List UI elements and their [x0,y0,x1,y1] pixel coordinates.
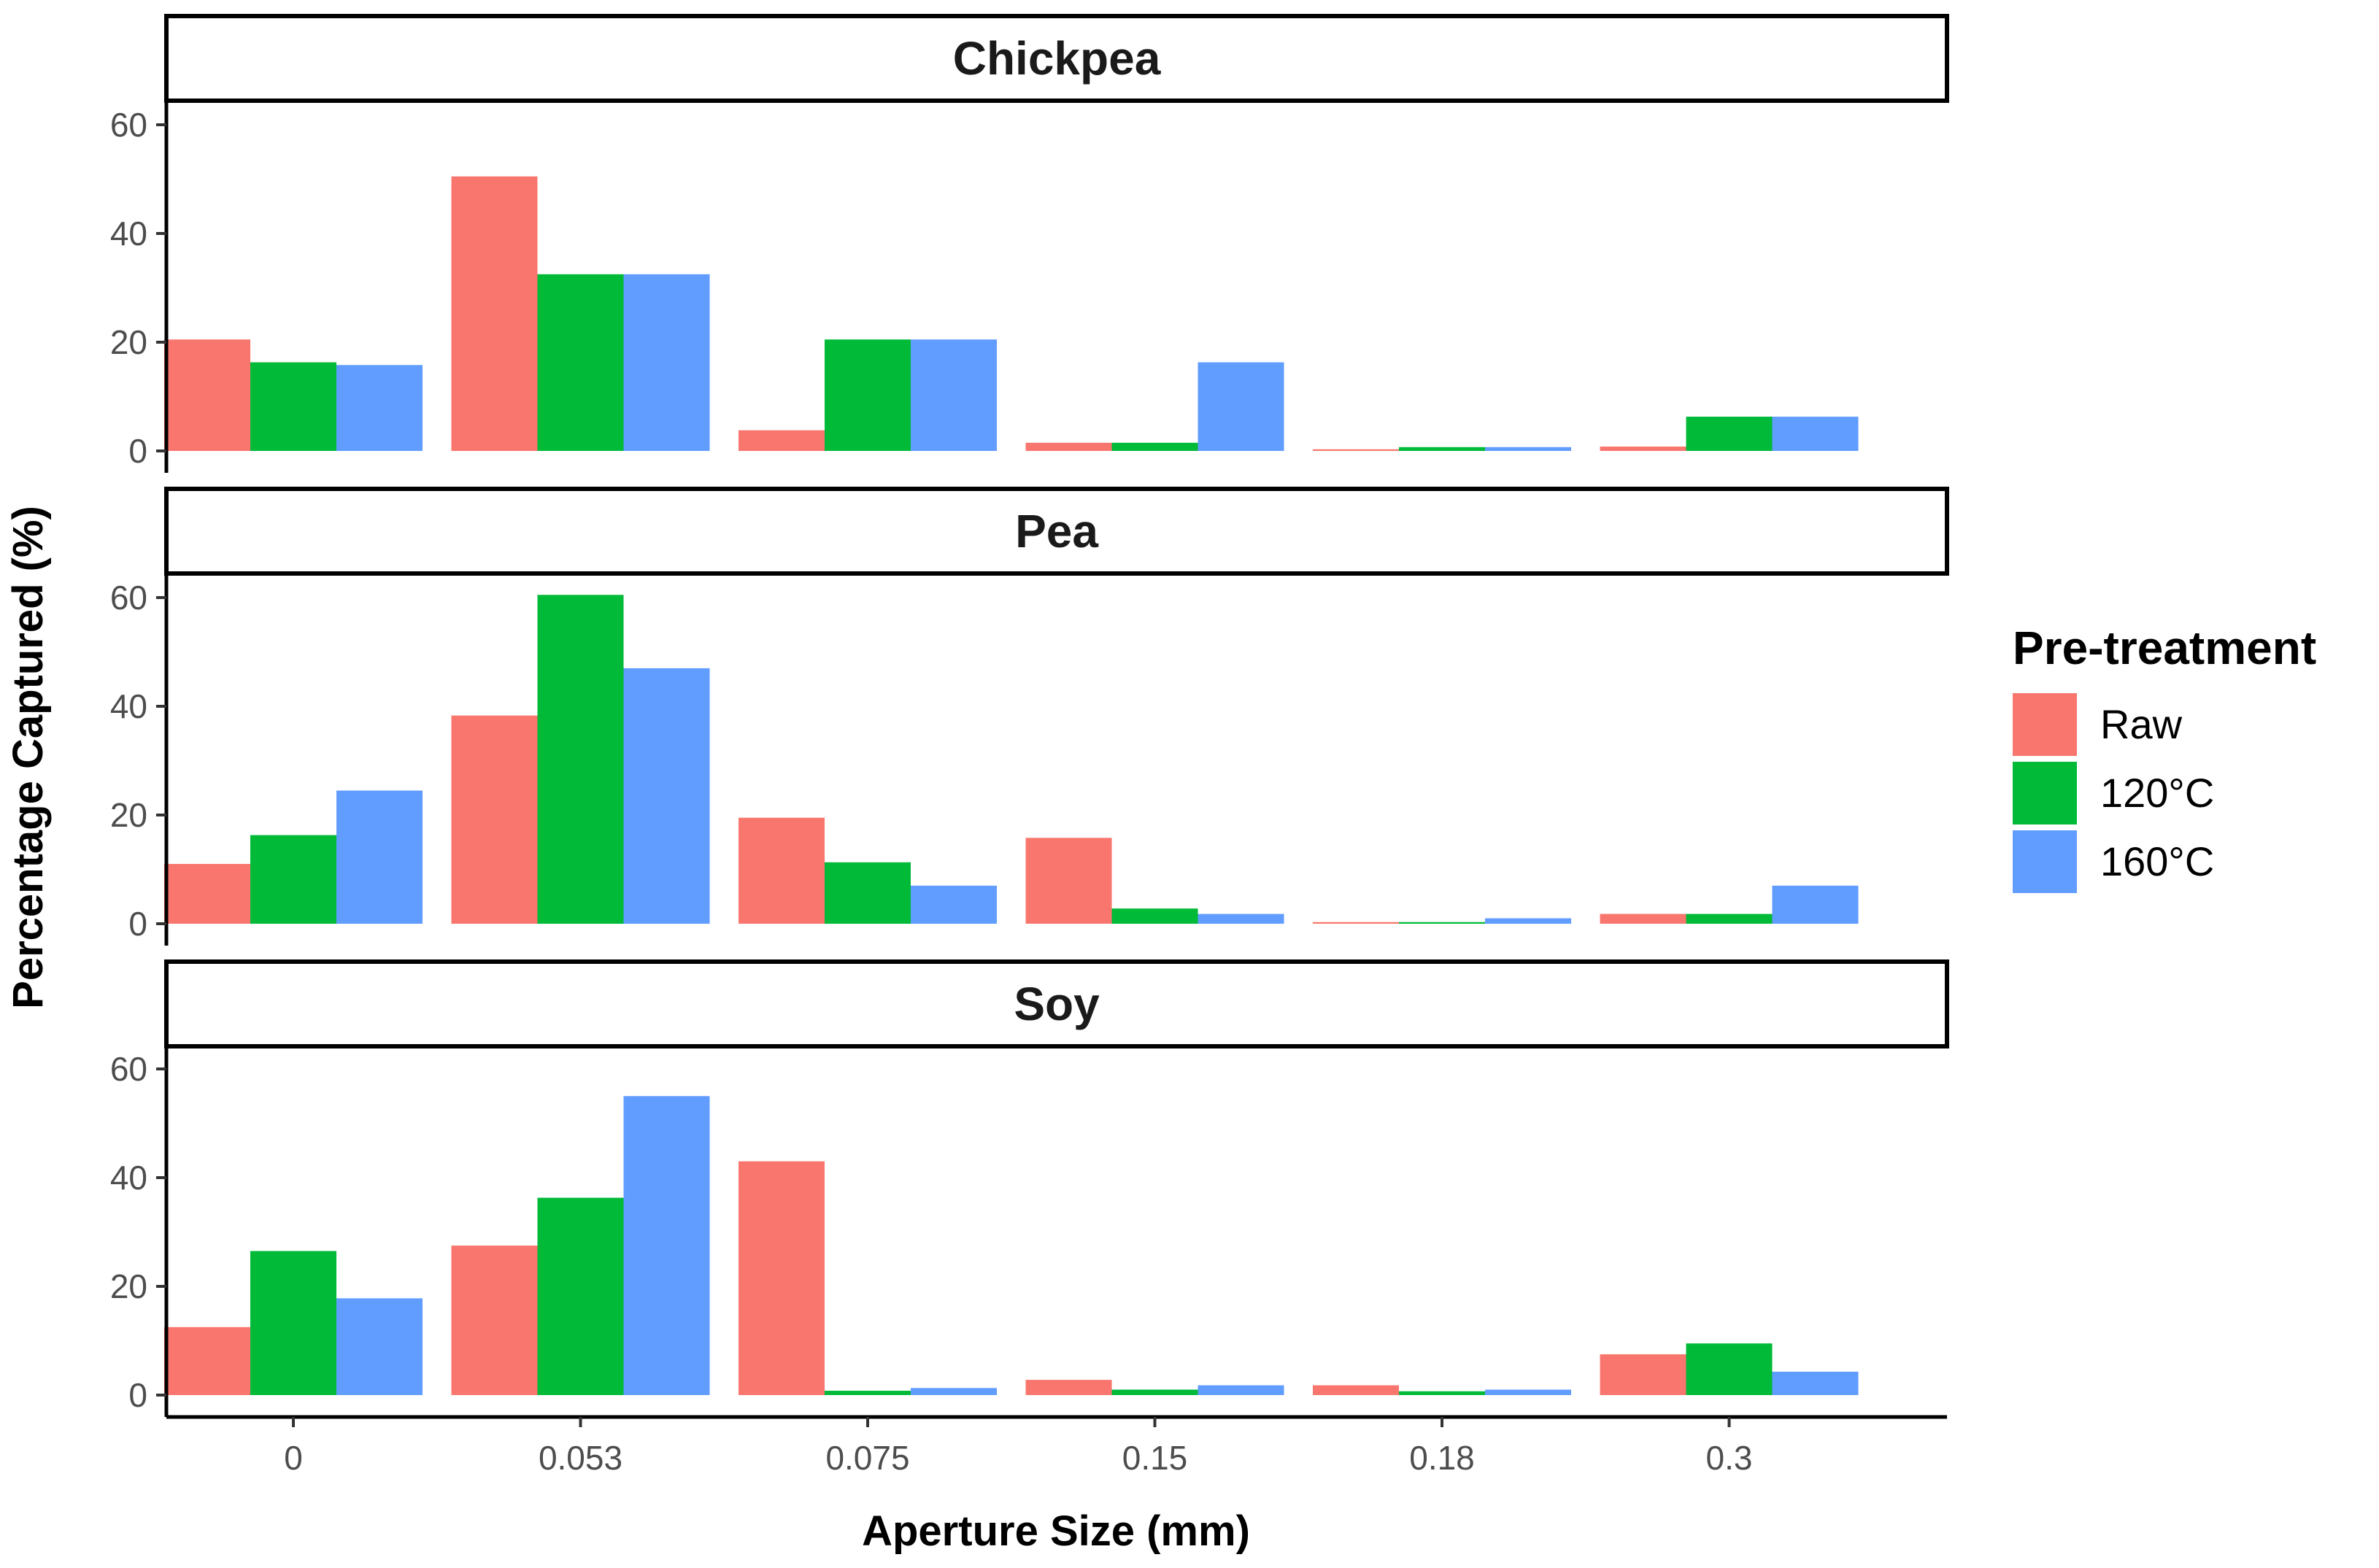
bar-chickpea-160-c-0-15 [1198,362,1284,451]
y-tick-label-chickpea-0: 0 [128,432,147,470]
legend-title: Pre-treatment [2013,622,2316,674]
y-axis-title: Percentage Captured (%) [4,506,52,1009]
bar-chickpea-120-c-0-18 [1399,447,1485,451]
y-tick-label-soy-40: 40 [110,1159,147,1197]
bar-chickpea-160-c-0-053 [623,274,710,451]
bar-pea-120-c-0-053 [537,595,624,924]
x-axis: 0 0.053 0.075 0.15 0.18 0.3 [166,1415,1947,1477]
bar-pea-160-c-0-3 [1772,885,1859,924]
y-tick-label-pea-60: 60 [110,579,147,617]
legend: Pre-treatment Raw 120°C 160°C [2013,622,2316,893]
bar-chickpea-raw-0-15 [1025,442,1112,451]
bar-pea-160-c-0 [336,790,423,924]
bar-soy-raw-0-15 [1025,1380,1112,1395]
strip-chickpea [164,14,1949,103]
bar-pea-raw-0-053 [451,715,538,924]
bar-pea-raw-0-18 [1313,922,1399,924]
panel-pea: Pea 0 20 40 60 [110,487,1949,946]
bar-pea-120-c-0 [250,835,336,924]
bar-pea-raw-0-075 [739,817,825,924]
y-tick-label-soy-0: 0 [128,1376,147,1414]
bar-soy-160-c-0-053 [623,1096,710,1395]
facet-panels: Chickpea 0 20 40 60 Pea 0 20 40 60 Soy 0 20 40 60 [110,14,1949,1417]
legend-label-120-c: 120°C [2100,770,2214,816]
bar-pea-raw-0 [164,864,250,924]
bar-chickpea-120-c-0-075 [825,339,911,451]
bar-chickpea-120-c-0 [250,362,336,451]
bar-soy-160-c-0-3 [1772,1371,1859,1395]
bar-chickpea-raw-0 [164,339,250,451]
strip-title-pea: Pea [1015,505,1098,557]
strip-title-chickpea: Chickpea [953,32,1161,85]
bar-soy-raw-0-053 [451,1245,538,1395]
legend-swatch-raw [2013,693,2077,756]
y-tick-label-chickpea-40: 40 [110,215,147,252]
bar-soy-160-c-0-18 [1485,1389,1571,1395]
bar-pea-160-c-0-075 [911,885,997,924]
bar-chickpea-160-c-0-3 [1772,417,1859,451]
y-tick-label-soy-20: 20 [110,1267,147,1305]
y-tick-label-pea-20: 20 [110,796,147,834]
strip-soy [164,959,1949,1048]
bar-chickpea-raw-0-053 [451,176,538,451]
legend-swatch-120-c [2013,762,2077,824]
x-tick-label-0-053: 0.053 [539,1439,622,1477]
bar-pea-120-c-0-18 [1399,922,1485,924]
bar-soy-160-c-0-075 [911,1388,997,1395]
bar-soy-120-c-0 [250,1251,336,1395]
x-tick-label-0-18: 0.18 [1409,1439,1475,1477]
bar-soy-raw-0 [164,1326,250,1395]
y-tick-label-pea-0: 0 [128,905,147,943]
bar-soy-120-c-0-15 [1111,1389,1198,1395]
bar-soy-160-c-0-15 [1198,1385,1284,1395]
x-tick-label-0-075: 0.075 [825,1439,909,1477]
bar-pea-raw-0-3 [1600,914,1686,924]
legend-swatch-160-c [2013,830,2077,893]
bar-pea-120-c-0-3 [1686,914,1773,924]
bar-chickpea-160-c-0-075 [911,339,997,451]
y-tick-label-chickpea-20: 20 [110,323,147,361]
bar-pea-160-c-0-053 [623,668,710,924]
bar-chickpea-160-c-0 [336,365,423,451]
x-axis-title: Aperture Size (mm) [862,1507,1250,1555]
bar-chickpea-160-c-0-18 [1485,447,1571,451]
bar-pea-160-c-0-18 [1485,918,1571,924]
bar-chickpea-120-c-0-3 [1686,417,1773,451]
bar-soy-120-c-0-3 [1686,1343,1773,1395]
bar-soy-120-c-0-053 [537,1197,624,1395]
bar-soy-160-c-0 [336,1298,423,1395]
bar-soy-raw-0-3 [1600,1354,1686,1395]
strip-pea [164,487,1949,576]
legend-label-160-c: 160°C [2100,838,2214,884]
bar-soy-120-c-0-18 [1399,1391,1485,1395]
x-tick-label-0-3: 0.3 [1706,1439,1753,1477]
x-tick-label-0-15: 0.15 [1122,1439,1188,1477]
bar-pea-raw-0-15 [1025,838,1112,924]
y-tick-label-pea-40: 40 [110,687,147,725]
bar-chickpea-raw-0-075 [739,430,825,451]
bar-soy-120-c-0-075 [825,1391,911,1395]
panel-soy: Soy 0 20 40 60 [110,959,1949,1417]
bar-pea-120-c-0-075 [825,862,911,924]
bar-chickpea-raw-0-18 [1313,449,1399,451]
bar-soy-raw-0-18 [1313,1385,1399,1395]
bar-pea-160-c-0-15 [1198,914,1284,924]
strip-title-soy: Soy [1014,978,1100,1030]
bar-chickpea-120-c-0-053 [537,274,624,451]
legend-label-raw: Raw [2100,701,2183,747]
bar-chickpea-raw-0-3 [1600,447,1686,451]
y-tick-label-soy-60: 60 [110,1050,147,1088]
bar-soy-raw-0-075 [739,1161,825,1395]
x-tick-label-0: 0 [284,1439,303,1477]
bar-chickpea-120-c-0-15 [1111,442,1198,451]
bar-pea-120-c-0-15 [1111,908,1198,924]
y-tick-label-chickpea-60: 60 [110,106,147,144]
panel-chickpea: Chickpea 0 20 40 60 [110,14,1949,473]
